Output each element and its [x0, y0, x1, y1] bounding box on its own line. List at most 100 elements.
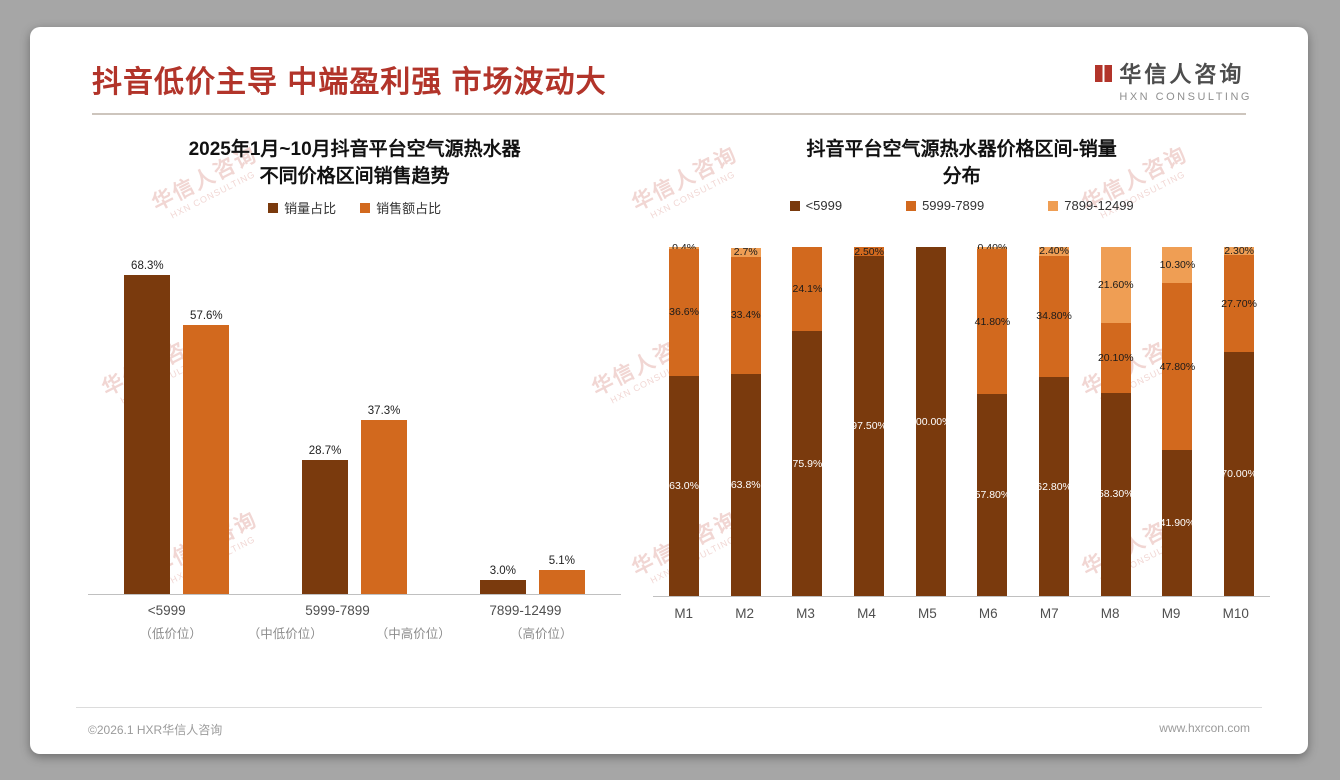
stacked-bar: 0.4% 36.6% 63.0%: [669, 243, 700, 597]
legend-swatch-icon: [268, 202, 279, 213]
segment-value-label: 2.30%: [1224, 244, 1254, 257]
x-category-label: M10: [1222, 606, 1249, 622]
sales-trend-chart: 2025年1月~10月抖音平台空气源热水器 不同价格区间销售趋势 销量占比 销售额占比…: [80, 121, 629, 707]
legend-label: 销售额占比: [376, 201, 442, 217]
x-category-label: M9: [1161, 606, 1181, 622]
x-category-label: M7: [1039, 606, 1059, 622]
bar: [479, 580, 526, 595]
x-category-label: M4: [857, 606, 876, 622]
segment-value-label: 41.90%: [1159, 516, 1196, 529]
segment-value-label: 33.4%: [730, 309, 761, 321]
legend-swatch-icon: [1048, 200, 1059, 211]
x-sublabel: （低价位）: [139, 627, 202, 642]
logo-row: 华信人咨询: [1095, 57, 1252, 89]
chart-title-line: 抖音平台空气源热水器价格区间-销量: [806, 139, 1117, 160]
logo-name: 华信人咨询: [1119, 62, 1245, 87]
chart-title-line: 2025年1月~10月抖音平台空气源热水器: [188, 139, 521, 160]
footer-copyright: ©2026.1 HXR华信人咨询: [88, 723, 223, 737]
bar: [538, 570, 585, 595]
segment-value-label: 21.60%: [1097, 278, 1134, 291]
bar-column: 5.1%: [538, 243, 585, 595]
logo: 华信人咨询 HXN CONSULTING: [1095, 57, 1252, 103]
segment-value-label: 36.6%: [669, 306, 699, 319]
segment-value-label: 10.30%: [1159, 258, 1196, 271]
stacked-bar: 2.7% 33.4% 63.8%: [730, 246, 761, 597]
x-sublabel: （中高价位）: [375, 627, 451, 642]
bar-segment: 75.9%: [792, 331, 823, 597]
legend-item: 销售额占比: [360, 198, 441, 217]
bar: [183, 324, 230, 595]
bar-segment: 57.80%: [975, 394, 1010, 597]
bar-group: 68.3% 57.6%: [124, 243, 230, 595]
bar-column: 3.0%: [479, 243, 526, 595]
legend-label: 7899-12499: [1064, 198, 1134, 214]
bar-value-label: 57.6%: [190, 309, 223, 322]
bar-segment: 41.80%: [975, 248, 1010, 395]
segment-value-label: 41.80%: [974, 315, 1011, 328]
chart-title-line: 分布: [942, 165, 981, 187]
bar-value-label: 5.1%: [548, 555, 575, 568]
bar-segment: 47.80%: [1160, 283, 1195, 450]
slide-content: 抖音低价主导 中端盈利强 市场波动大 华信人咨询 HXN CONSULTING …: [30, 27, 1308, 754]
bar-group: 28.7% 37.3%: [302, 243, 408, 595]
x-sublabel: （中低价位）: [247, 627, 323, 642]
stacked-bar: 10.30% 47.80% 41.90%: [1160, 247, 1195, 597]
x-category-label: M5: [918, 606, 937, 622]
legend-item: <5999: [789, 198, 842, 213]
bar-segment: 63.8%: [730, 373, 761, 597]
segment-value-label: 58.30%: [1097, 488, 1134, 501]
chart-title-line: 不同价格区间销售趋势: [259, 165, 450, 187]
logo-mark-icon: [1095, 64, 1113, 82]
bar-segment: 97.50%: [851, 255, 887, 597]
segment-value-label: 62.80%: [1036, 480, 1072, 493]
segment-value-label: 75.9%: [792, 457, 823, 470]
bar-segment: 58.30%: [1097, 392, 1134, 597]
bar: [302, 459, 349, 595]
logo-subtitle: HXN CONSULTING: [1119, 91, 1252, 103]
slide-card: 华信人咨询 HXN CONSULTING 华信人咨询 HXN CONSULTING 华信…: [30, 27, 1308, 754]
bar-value-label: 3.0%: [489, 565, 516, 578]
segment-value-label: 24.1%: [792, 283, 823, 295]
segment-value-label: 57.80%: [974, 489, 1011, 502]
legend-swatch-icon: [789, 200, 800, 211]
price-distribution-chart: 抖音平台空气源热水器价格区间-销量 分布 <5999 5999-7899 7899-12…: [629, 121, 1274, 707]
legend-label: 5999-7899: [922, 198, 985, 214]
x-category-row: <5999 5999-7899 7899-12499: [88, 603, 621, 618]
bar-segment: 2.40%: [1039, 245, 1070, 258]
x-category-label: 5999-7899: [305, 603, 370, 619]
bar-segment: 70.00%: [1221, 351, 1257, 597]
x-category-label: M8: [1100, 606, 1120, 622]
bar-column: 37.3%: [361, 243, 408, 595]
bar-segment: 20.10%: [1097, 322, 1134, 393]
bar-column: 68.3%: [124, 243, 171, 595]
x-category-label: M3: [796, 606, 815, 622]
bar-segment: 0.4%: [669, 243, 700, 253]
footer: ©2026.1 HXR华信人咨询 www.hxrcon.com: [76, 707, 1262, 754]
segment-value-label: 20.10%: [1097, 351, 1134, 364]
segment-value-label: 97.50%: [851, 419, 887, 432]
bar-segment: 36.6%: [669, 248, 700, 377]
chart-plot: 68.3% 57.6% 28.7% 37.3% 3.0% 5.1%: [88, 243, 622, 596]
x-category-label: 7899-12499: [489, 603, 562, 619]
segment-value-label: 0.4%: [672, 243, 696, 254]
bar-segment: 27.70%: [1221, 255, 1257, 352]
legend-item: 7899-12499: [1048, 198, 1134, 214]
x-category-label: M6: [978, 606, 998, 622]
bar-segment: 10.30%: [1160, 247, 1195, 284]
bar-segment: 34.80%: [1036, 255, 1072, 378]
chart-title: 2025年1月~10月抖音平台空气源热水器 不同价格区间销售趋势: [80, 137, 629, 190]
header-divider: [92, 113, 1246, 115]
x-category-label: M1: [674, 606, 694, 622]
bar-segment: 100.00%: [910, 247, 951, 597]
stacked-bar: 21.60% 20.10% 58.30%: [1097, 247, 1134, 597]
legend-swatch-icon: [906, 200, 917, 211]
segment-value-label: 2.50%: [854, 245, 884, 258]
bar-segment: 0.40%: [977, 243, 1008, 253]
bar-segment: 62.80%: [1036, 377, 1072, 597]
segment-value-label: 2.40%: [1039, 245, 1069, 258]
bar-value-label: 28.7%: [308, 444, 342, 457]
bar-segment: 41.90%: [1160, 449, 1195, 597]
segment-value-label: 2.7%: [733, 246, 758, 258]
segment-value-label: 63.0%: [669, 480, 699, 492]
stacked-bar: 2.40% 34.80% 62.80%: [1036, 245, 1072, 597]
